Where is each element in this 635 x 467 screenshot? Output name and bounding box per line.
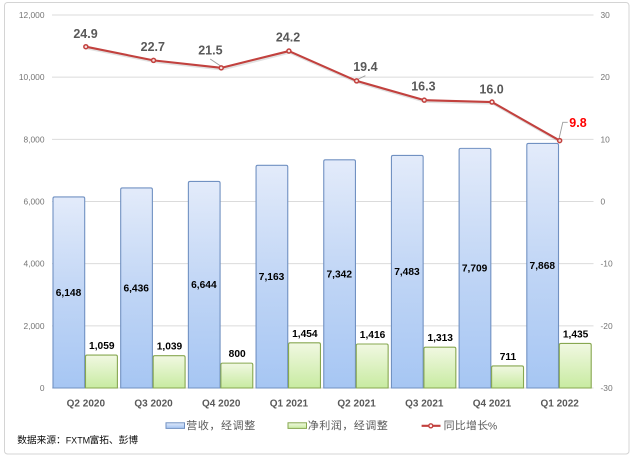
svg-text:24.2: 24.2 [276, 31, 300, 45]
svg-text:7,868: 7,868 [530, 261, 556, 272]
svg-text:-20: -20 [601, 321, 613, 331]
svg-text:4,000: 4,000 [24, 259, 45, 269]
svg-text:0: 0 [601, 197, 606, 207]
svg-text:%: % [488, 420, 497, 432]
svg-text:9.8: 9.8 [569, 116, 586, 130]
svg-text:2,000: 2,000 [24, 321, 45, 331]
svg-text:7,342: 7,342 [327, 269, 353, 280]
svg-text:Q3 2021: Q3 2021 [405, 398, 444, 409]
svg-text:800: 800 [229, 349, 246, 360]
svg-text:6,148: 6,148 [56, 288, 82, 299]
svg-text:6,000: 6,000 [24, 197, 45, 207]
svg-text:Q4 2021: Q4 2021 [473, 398, 512, 409]
svg-text:1,059: 1,059 [89, 341, 115, 352]
svg-text:21.5: 21.5 [198, 44, 222, 58]
svg-text:22.7: 22.7 [141, 40, 165, 54]
svg-text:7,163: 7,163 [259, 272, 285, 283]
svg-text:6,436: 6,436 [123, 283, 149, 294]
svg-text:1,039: 1,039 [157, 342, 183, 353]
svg-text:1,454: 1,454 [292, 329, 318, 340]
svg-text:10,000: 10,000 [19, 72, 45, 82]
svg-text:24.9: 24.9 [73, 27, 97, 41]
svg-text:6,644: 6,644 [191, 280, 217, 291]
svg-text:Q4 2020: Q4 2020 [202, 398, 241, 409]
svg-text:Q2 2020: Q2 2020 [67, 398, 106, 409]
svg-text:-10: -10 [601, 259, 613, 269]
svg-text:8,000: 8,000 [24, 134, 45, 144]
svg-text:12,000: 12,000 [19, 10, 45, 20]
svg-text:10: 10 [601, 134, 611, 144]
svg-text:Q1 2021: Q1 2021 [270, 398, 309, 409]
svg-text:1,435: 1,435 [563, 329, 589, 340]
svg-text:19.4: 19.4 [353, 60, 377, 74]
svg-text:7,483: 7,483 [394, 267, 420, 278]
svg-text:FXTM: FXTM [66, 435, 91, 445]
svg-text:16.0: 16.0 [479, 82, 503, 96]
svg-text:711: 711 [500, 352, 517, 363]
svg-text:7,709: 7,709 [462, 264, 488, 275]
svg-text:1,416: 1,416 [360, 330, 386, 341]
svg-text:Q1 2022: Q1 2022 [540, 398, 579, 409]
svg-text:-30: -30 [601, 383, 613, 393]
svg-text:16.3: 16.3 [411, 80, 435, 94]
svg-text:1,313: 1,313 [427, 333, 453, 344]
svg-text:30: 30 [601, 10, 611, 20]
svg-text:Q3 2020: Q3 2020 [134, 398, 173, 409]
svg-text:20: 20 [601, 72, 611, 82]
svg-text:0: 0 [40, 383, 45, 393]
svg-text:Q2 2021: Q2 2021 [337, 398, 376, 409]
